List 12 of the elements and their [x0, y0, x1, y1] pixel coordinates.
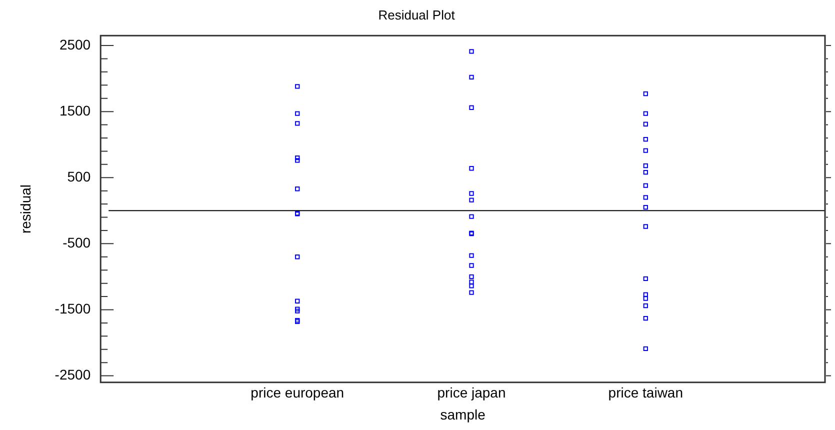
- y-tick-label: -2500: [54, 366, 91, 383]
- chart-title: Residual Plot: [378, 7, 456, 22]
- y-tick-label: 1500: [59, 102, 91, 118]
- x-tick-label: price european: [250, 384, 344, 401]
- y-axis-title: residual: [17, 184, 34, 234]
- x-tick-label: price taiwan: [608, 384, 683, 401]
- y-tick-label: -1500: [54, 300, 91, 317]
- y-tick-label: 2500: [59, 36, 91, 52]
- x-axis-title: sample: [440, 406, 486, 422]
- x-tick-label: price japan: [437, 384, 506, 401]
- y-tick-label: 500: [67, 168, 91, 184]
- y-tick-label: -500: [62, 234, 91, 251]
